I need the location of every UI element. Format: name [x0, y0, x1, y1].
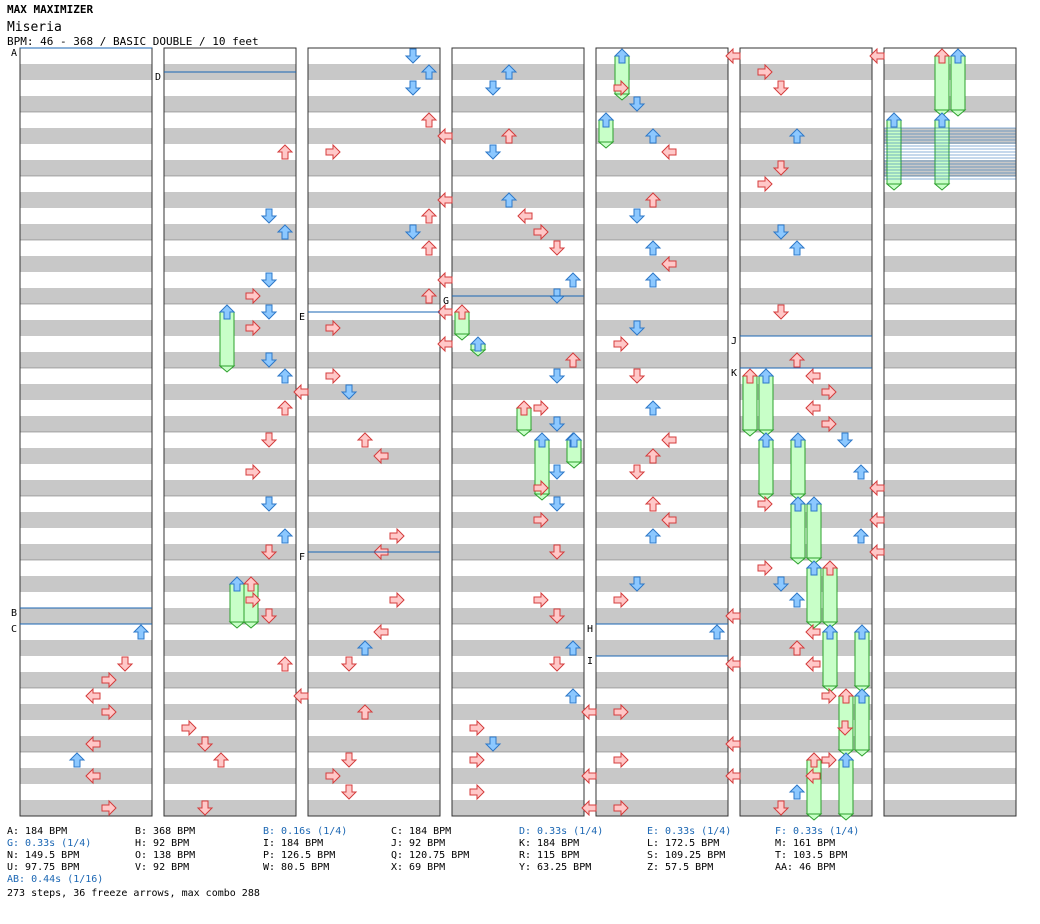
bpm-marker: F: [299, 551, 440, 563]
legend-entry: X: 69 BPM: [391, 862, 446, 873]
measure-column: [883, 47, 1017, 817]
svg-text:J: J: [731, 336, 737, 347]
freeze-arrow: [821, 567, 839, 629]
measure-column: [451, 47, 585, 817]
svg-text:D: D: [155, 72, 161, 83]
song-name: Miseria: [7, 20, 62, 35]
freeze-arrow: [805, 759, 823, 821]
bpm-marker: A: [11, 47, 152, 59]
legend-entry: Y: 63.25 BPM: [519, 862, 592, 873]
bpm-marker: K: [731, 367, 872, 379]
legend-entry: I: 184 BPM: [263, 838, 324, 849]
svg-text:A: A: [11, 48, 17, 59]
legend-entry: R: 115 BPM: [519, 850, 580, 861]
legend-entry: B: 368 BPM: [135, 826, 196, 837]
legend-entry: E: 0.33s (1/4): [647, 826, 732, 837]
bpm-marker: I: [587, 655, 728, 667]
bpm-marker: B: [11, 607, 152, 619]
legend-entry: N: 149.5 BPM: [7, 850, 80, 861]
freeze-arrow: [218, 311, 236, 373]
measure-column: [307, 47, 441, 817]
bpm-marker: H: [587, 623, 728, 635]
legend-entry: M: 161 BPM: [775, 838, 836, 849]
freeze-arrow: [805, 567, 823, 629]
legend-entry: Q: 120.75 BPM: [391, 850, 470, 861]
measure-column: [739, 47, 873, 817]
freeze-arrow: [789, 503, 807, 565]
measure-column: [163, 47, 297, 817]
measure-column: [595, 47, 729, 817]
legend-entry: B: 0.16s (1/4): [263, 826, 348, 837]
freeze-arrow: [853, 631, 871, 693]
legend-entry: AA: 46 BPM: [775, 862, 836, 873]
summary-footer: 273 steps, 36 freeze arrows, max combo 2…: [7, 888, 260, 899]
legend-entry: U: 97.75 BPM: [7, 862, 80, 873]
legend-entry: T: 103.5 BPM: [775, 850, 848, 861]
bpm-marker: C: [11, 623, 152, 635]
legend-entry: V: 92 BPM: [135, 862, 190, 873]
svg-text:K: K: [731, 368, 737, 379]
freeze-arrow: [821, 631, 839, 693]
freeze-arrow: [853, 695, 871, 757]
freeze-arrow: [789, 439, 807, 501]
svg-text:I: I: [587, 656, 593, 667]
legend-entry: O: 138 BPM: [135, 850, 196, 861]
svg-text:H: H: [587, 624, 593, 635]
bpm-marker: J: [731, 335, 872, 347]
legend-entry: AB: 0.44s (1/16): [7, 874, 104, 885]
freeze-arrow: [805, 503, 823, 565]
measure-column: [19, 47, 153, 817]
svg-text:G: G: [443, 296, 449, 307]
freeze-arrow: [949, 55, 967, 117]
legend-entry: W: 80.5 BPM: [263, 862, 330, 873]
freeze-arrow: [757, 439, 775, 501]
bpm-marker: D: [155, 71, 296, 83]
legend-entry: J: 92 BPM: [391, 838, 446, 849]
bpm-marker: G: [443, 295, 584, 307]
svg-text:C: C: [11, 624, 17, 635]
freeze-arrow: [933, 55, 951, 117]
legend-entry: A: 184 BPM: [7, 826, 68, 837]
bpm-marker: E: [299, 311, 440, 323]
chart-title: MAX MAXIMIZER: [7, 3, 94, 16]
svg-text:E: E: [299, 312, 305, 323]
freeze-arrow: [757, 375, 775, 437]
legend-entry: L: 172.5 BPM: [647, 838, 720, 849]
legend-entry: Z: 57.5 BPM: [647, 862, 714, 873]
legend-entry: H: 92 BPM: [135, 838, 190, 849]
legend-entry: F: 0.33s (1/4): [775, 826, 860, 837]
legend-entry: D: 0.33s (1/4): [519, 826, 604, 837]
legend-entry: G: 0.33s (1/4): [7, 838, 92, 849]
legend-entry: P: 126.5 BPM: [263, 850, 336, 861]
chart-meta: BPM: 46 - 368 / BASIC DOUBLE / 10 feet: [7, 35, 259, 48]
legend-entry: C: 184 BPM: [391, 826, 452, 837]
legend-entry: K: 184 BPM: [519, 838, 580, 849]
svg-text:B: B: [11, 608, 17, 619]
freeze-arrow: [837, 759, 855, 821]
freeze-arrow: [741, 375, 759, 437]
legend-entry: S: 109.25 BPM: [647, 850, 726, 861]
svg-text:F: F: [299, 552, 305, 563]
